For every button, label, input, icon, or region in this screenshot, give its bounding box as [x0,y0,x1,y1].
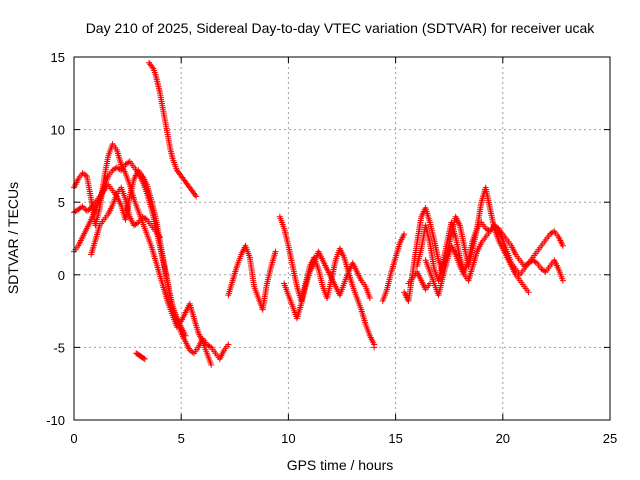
data-point [141,356,148,363]
axis-ticks: 0 5 10 15 20 25 -10 -5 0 5 10 15 [46,50,617,446]
data-point [371,344,378,351]
y-tick-label: 15 [51,50,65,65]
data-point [142,215,149,222]
x-tick-label: 20 [496,431,510,446]
data-point [559,242,566,249]
y-tick-label: -10 [46,413,65,428]
series-arc-l [401,184,532,304]
data-point [208,361,215,368]
series-arc-j [379,231,408,304]
data-points [71,59,566,368]
y-tick-label: 0 [58,268,65,283]
x-axis-label: GPS time / hours [287,457,394,473]
data-point [86,205,93,212]
y-axis-label: SDTVAR / TECUs [5,182,21,294]
data-point [156,234,163,241]
data-point [426,280,433,287]
series-arc-f [133,350,148,363]
data-point [206,343,213,350]
data-point [525,289,532,296]
data-point [140,355,147,362]
series-arc-b [71,141,215,368]
data-point [81,205,88,212]
series-arc-k [371,344,378,351]
data-point [559,277,566,284]
x-tick-label: 10 [281,431,295,446]
data-point [182,332,189,339]
x-tick-label: 15 [388,431,402,446]
series-arc-d [146,59,200,200]
y-tick-label: -5 [53,340,65,355]
y-tick-label: 10 [51,123,65,138]
data-point [192,191,199,198]
series-arc-e [88,184,163,258]
series-arc-n [422,222,566,299]
series-arc-a [71,158,232,363]
data-point [133,220,140,227]
series-arc-i [281,248,373,322]
x-tick-label: 0 [70,431,77,446]
x-tick-label: 5 [178,431,185,446]
series-arc-g [225,242,279,313]
data-point [149,64,156,71]
data-point [272,248,279,255]
data-point [401,231,408,238]
data-point [532,259,539,266]
data-point [541,267,548,274]
data-point [189,349,196,356]
data-point [125,159,132,166]
series-arc-o [405,268,433,293]
data-point [225,341,232,348]
plot-frame [73,56,611,421]
y-tick-label: 5 [58,195,65,210]
data-point [549,229,556,236]
data-point [193,193,200,200]
grid [74,57,610,420]
data-point [366,295,373,302]
x-tick-label: 25 [603,431,617,446]
chart-title: Day 210 of 2025, Sidereal Day-to-day VTE… [86,20,596,36]
data-point [79,203,86,210]
